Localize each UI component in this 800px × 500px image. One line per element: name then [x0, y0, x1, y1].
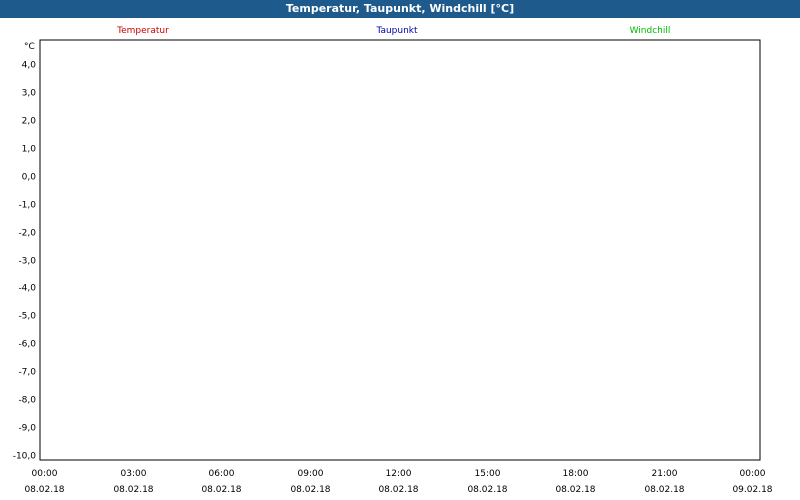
y-tick-label: -1,0 — [18, 201, 36, 211]
x-tick-time: 21:00 — [652, 469, 678, 479]
window-title: Temperatur, Taupunkt, Windchill [°C] — [0, 0, 800, 18]
x-tick-time: 06:00 — [209, 469, 235, 479]
legend-taupunkt: Taupunkt — [375, 26, 418, 36]
x-tick-date: 08.02.18 — [113, 485, 153, 495]
plot-area — [39, 39, 761, 461]
line-chart: -10,0 -9,0 -8,0 -7,0 -6,0 -5,0 -4,0 -3,0 -2,0 -1,… — [13, 26, 773, 495]
y-tick-label: 2,0 — [22, 117, 37, 127]
y-tick-label: -6,0 — [18, 340, 36, 350]
y-tick-label: -3,0 — [18, 257, 36, 267]
x-tick-time: 15:00 — [475, 469, 501, 479]
y-tick-label: 3,0 — [22, 89, 37, 99]
x-tick-date: 08.02.18 — [467, 485, 507, 495]
y-axis-unit: °C — [24, 42, 35, 52]
y-tick-label: -5,0 — [18, 312, 36, 322]
x-tick-date: 08.02.18 — [555, 485, 595, 495]
y-tick-label: -2,0 — [18, 229, 36, 239]
legend-temperatur: Temperatur — [116, 26, 169, 36]
x-tick-time: 09:00 — [298, 469, 324, 479]
x-tick-date: 08.02.18 — [24, 485, 64, 495]
y-tick-label: -4,0 — [18, 284, 36, 294]
x-tick-date: 08.02.18 — [378, 485, 418, 495]
y-tick-label: -9,0 — [18, 424, 36, 434]
y-tick-label: -10,0 — [13, 452, 37, 462]
legend-windchill: Windchill — [630, 26, 671, 36]
y-tick-label: 0,0 — [22, 173, 37, 183]
x-tick-time: 18:00 — [563, 469, 589, 479]
x-tick-time: 00:00 — [740, 469, 766, 479]
x-tick-date: 08.02.18 — [644, 485, 684, 495]
x-tick-date: 09.02.18 — [732, 485, 772, 495]
y-tick-label: 4,0 — [22, 61, 37, 71]
x-tick-time: 12:00 — [386, 469, 412, 479]
y-tick-label: 1,0 — [22, 145, 37, 155]
x-tick-date: 08.02.18 — [290, 485, 330, 495]
x-tick-time: 00:00 — [32, 469, 58, 479]
x-tick-time: 03:00 — [121, 469, 147, 479]
y-tick-label: -7,0 — [18, 368, 36, 378]
x-tick-date: 08.02.18 — [201, 485, 241, 495]
y-tick-label: -8,0 — [18, 396, 36, 406]
